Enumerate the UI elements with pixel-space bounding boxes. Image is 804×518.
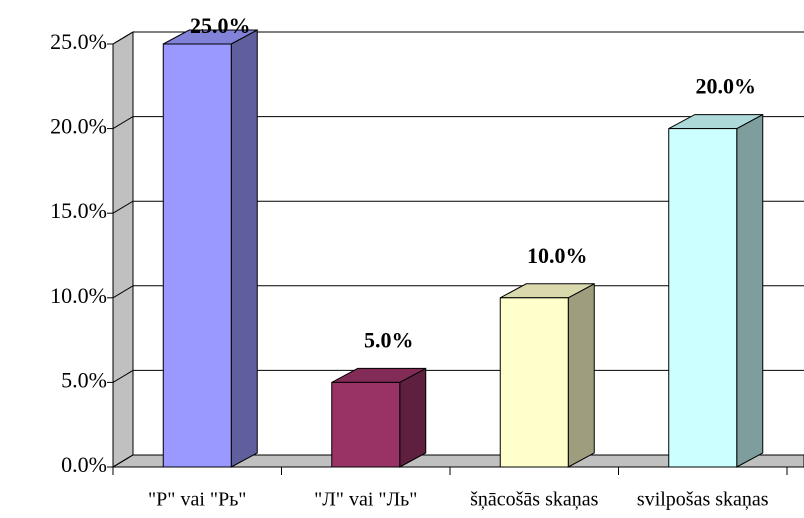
y-tick-label: 10.0% (50, 283, 107, 308)
data-label: 20.0% (696, 74, 757, 99)
y-tick-label: 20.0% (50, 114, 107, 139)
wall-grid-line (112, 116, 134, 130)
bar-side (399, 367, 427, 468)
x-tick-label: "Л" vai "Ль" (314, 489, 417, 511)
data-label: 5.0% (364, 327, 414, 352)
bar (499, 297, 569, 468)
y-tick-label: 5.0% (61, 367, 107, 392)
side-wall (112, 31, 134, 468)
bar (668, 128, 738, 468)
y-tick-label: 15.0% (50, 198, 107, 223)
bar-side (567, 282, 595, 468)
data-label: 10.0% (527, 243, 588, 268)
bar (331, 381, 401, 468)
wall-grid-line (112, 200, 134, 214)
wall-grid-line (112, 454, 134, 468)
y-tick-label: 25.0% (50, 29, 107, 54)
x-tick-label: šņācošās skaņas (470, 489, 599, 511)
bar (162, 43, 232, 468)
wall-grid-line (112, 369, 134, 383)
wall-grid-line (112, 285, 134, 299)
x-tick-label: "Р" vai "Рь" (148, 489, 246, 511)
bar-side (736, 113, 764, 468)
wall-grid-line (112, 31, 134, 45)
bar-side (230, 29, 258, 468)
y-tick-label: 0.0% (61, 452, 107, 477)
x-tick-label: svilpošas skaņas (637, 489, 769, 511)
data-label: 25.0% (190, 13, 251, 38)
